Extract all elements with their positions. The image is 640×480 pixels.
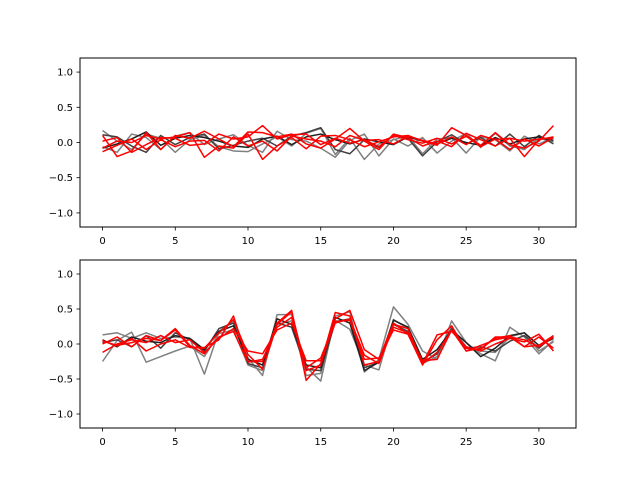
x-tick-label: 5 [172,437,178,448]
series-group [101,306,555,382]
y-tick-label: −0.5 [49,375,73,386]
y-tick-label: 0.0 [57,340,73,351]
x-tick-label: 30 [533,437,546,448]
x-tick-label: 10 [242,236,255,247]
x-tick-label: 25 [460,437,473,448]
x-tick-label: 15 [314,437,327,448]
series-line-8 [102,134,554,153]
subplot-1: 0 5 10 15 20 25 30 1.0 0.5 0.0 −0.5 −1.0 [49,57,577,247]
series-group [101,124,554,161]
y-tick-label: 0.5 [57,305,73,316]
y-tick-label: 1.0 [57,68,73,79]
x-tick-label: 20 [387,236,400,247]
series-line-8 [102,316,554,369]
y-tick-label: 0.0 [57,138,73,149]
x-tick-label: 15 [314,236,327,247]
series-line-7 [102,318,554,365]
y-tick-label: −0.5 [49,173,73,184]
x-tick-label: 20 [387,437,400,448]
x-tick-label: 30 [533,236,546,247]
y-tick-label: −1.0 [49,208,73,219]
y-tick-label: 0.5 [57,103,73,114]
x-tick-label: 25 [460,236,473,247]
x-tick-label: 10 [242,437,255,448]
x-tick-label: 0 [99,437,105,448]
y-tick-label: 1.0 [57,270,73,281]
subplot-2: 0 5 10 15 20 25 30 1.0 0.5 0.0 −0.5 −1.0 [49,259,577,448]
x-tick-label: 0 [99,236,105,247]
y-tick-label: −1.0 [49,410,73,421]
x-tick-label: 5 [172,236,178,247]
series-line-7 [102,124,554,154]
